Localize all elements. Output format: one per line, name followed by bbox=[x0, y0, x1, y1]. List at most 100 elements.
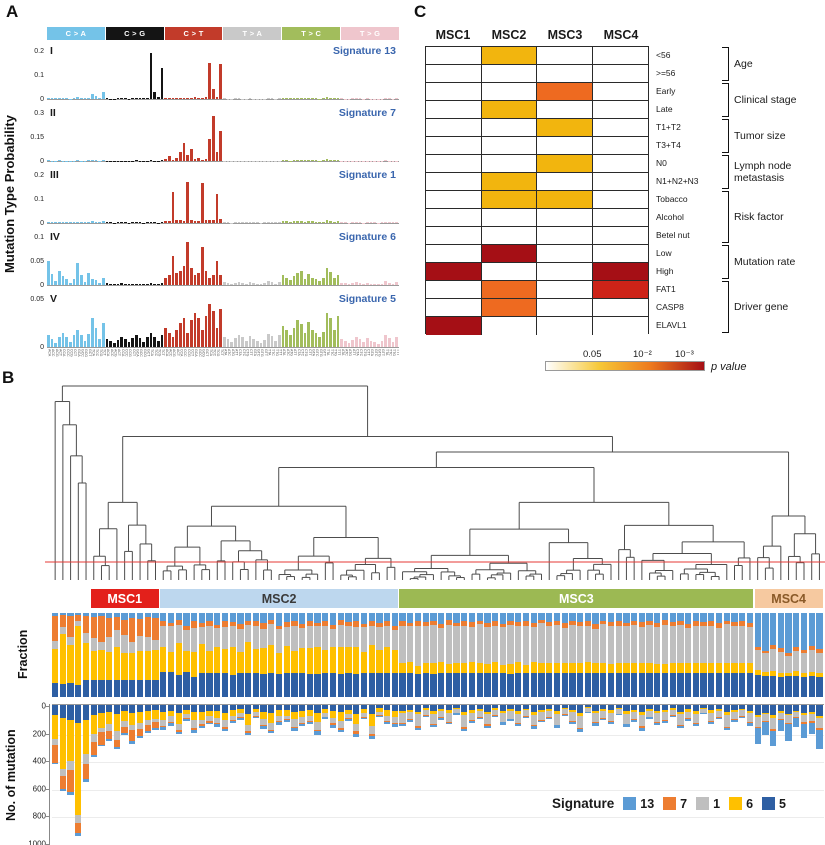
probability-bar bbox=[146, 160, 149, 161]
count-segment bbox=[399, 713, 406, 723]
fraction-segment bbox=[746, 623, 754, 628]
fraction-segment bbox=[468, 613, 476, 623]
probability-bar bbox=[164, 159, 167, 161]
count-segment bbox=[561, 705, 568, 709]
count-segment bbox=[329, 723, 337, 725]
fraction-segment bbox=[715, 623, 723, 629]
sample-fraction-bar bbox=[414, 613, 422, 697]
fraction-segment bbox=[214, 624, 221, 629]
sample-count-bar bbox=[731, 705, 738, 723]
probability-bar bbox=[135, 97, 138, 99]
probability-bar bbox=[83, 282, 87, 285]
fraction-segment bbox=[82, 633, 90, 644]
fraction-segment bbox=[669, 626, 676, 663]
probability-bar bbox=[98, 339, 101, 347]
fraction-segment bbox=[221, 613, 229, 622]
sample-fraction-bar bbox=[607, 613, 615, 697]
fraction-segment bbox=[685, 623, 692, 629]
heatmap-cell bbox=[481, 281, 537, 299]
probability-bar bbox=[212, 116, 215, 161]
probability-bar bbox=[124, 160, 127, 161]
fraction-segment bbox=[129, 618, 136, 642]
count-segment bbox=[638, 726, 646, 728]
context-tick-label: ACA bbox=[47, 349, 52, 357]
probability-bar bbox=[182, 220, 186, 223]
probability-bar bbox=[281, 220, 285, 223]
probability-bar bbox=[245, 98, 248, 99]
probability-bar bbox=[241, 160, 244, 161]
heatmap-cell bbox=[481, 209, 537, 227]
context-tick-label: ACG bbox=[113, 349, 118, 357]
probability-bar bbox=[358, 283, 362, 285]
count-segment bbox=[167, 722, 175, 724]
probability-bar bbox=[72, 222, 76, 223]
fraction-segment bbox=[183, 629, 190, 651]
fraction-segment bbox=[816, 649, 823, 653]
fraction-segment bbox=[260, 623, 267, 629]
probability-bar bbox=[237, 335, 241, 347]
context-tick-label: GCA bbox=[76, 349, 81, 357]
context-tick-label: TCA bbox=[208, 349, 213, 356]
fraction-segment bbox=[515, 625, 522, 662]
probability-bar bbox=[124, 339, 127, 347]
probability-bar bbox=[296, 320, 299, 347]
probability-bar bbox=[131, 160, 134, 161]
sample-fraction-bar bbox=[183, 613, 190, 697]
probability-bar bbox=[248, 98, 252, 99]
sample-fraction-bar bbox=[383, 613, 391, 697]
fraction-segment bbox=[229, 675, 236, 697]
sample-fraction-bar bbox=[98, 613, 105, 697]
y-tick-label: 0.1 bbox=[34, 196, 44, 203]
fraction-segment bbox=[731, 622, 738, 627]
count-segment bbox=[136, 705, 144, 712]
count-segment bbox=[59, 705, 67, 718]
fraction-segment bbox=[800, 649, 808, 654]
context-tick-label: CTC bbox=[300, 349, 305, 357]
sample-count-bar bbox=[615, 705, 622, 716]
mutation-tick-label: 600 bbox=[32, 784, 46, 794]
heatmap-row-labels: <56 >=56 Early Late T1+T2 T3+T4 N0 N1+N2+N3 Toba… bbox=[653, 46, 719, 334]
fraction-segment bbox=[383, 673, 391, 697]
count-segment bbox=[175, 712, 182, 724]
sample-fraction-bar bbox=[113, 613, 121, 697]
heatmap-cell bbox=[426, 317, 482, 335]
probability-bar bbox=[384, 97, 387, 99]
probability-bar bbox=[347, 284, 351, 285]
probability-bar bbox=[65, 222, 68, 223]
probability-bar bbox=[168, 98, 171, 99]
fraction-segment bbox=[275, 652, 283, 675]
fraction-segment bbox=[530, 613, 537, 624]
context-tick-label: GTT bbox=[263, 349, 268, 356]
fraction-segment bbox=[275, 613, 283, 626]
probability-bar bbox=[278, 335, 281, 347]
probability-bar bbox=[87, 160, 90, 161]
probability-bar bbox=[135, 221, 138, 223]
count-segment bbox=[661, 710, 669, 712]
sample-fraction-bar bbox=[75, 613, 82, 697]
count-segment bbox=[654, 705, 661, 711]
probability-bar bbox=[204, 220, 208, 223]
context-tick-label: TCT bbox=[219, 349, 224, 356]
heatmap-row-label: T1+T2 bbox=[656, 122, 681, 132]
probability-bar bbox=[248, 282, 252, 285]
count-segment bbox=[769, 717, 777, 729]
count-segment bbox=[584, 712, 591, 714]
sample-fraction-bar bbox=[275, 613, 283, 697]
sample-count-bar bbox=[530, 705, 537, 730]
fraction-segment bbox=[391, 613, 398, 626]
probability-bar bbox=[102, 277, 105, 285]
context-tick-label: CTG bbox=[245, 349, 250, 357]
fraction-segment bbox=[430, 613, 437, 622]
tick-mark bbox=[45, 816, 49, 818]
sample-fraction-bar bbox=[144, 613, 151, 697]
fraction-segment bbox=[692, 663, 700, 674]
sample-count-bar bbox=[360, 705, 368, 720]
fraction-segment bbox=[314, 647, 321, 675]
probability-bar bbox=[157, 222, 160, 223]
sample-count-bar bbox=[229, 705, 236, 723]
sample-fraction-bar bbox=[785, 613, 792, 697]
probability-bar bbox=[391, 342, 395, 347]
probability-bar bbox=[131, 222, 134, 223]
fraction-segment bbox=[546, 673, 553, 697]
fraction-segment bbox=[407, 673, 414, 697]
